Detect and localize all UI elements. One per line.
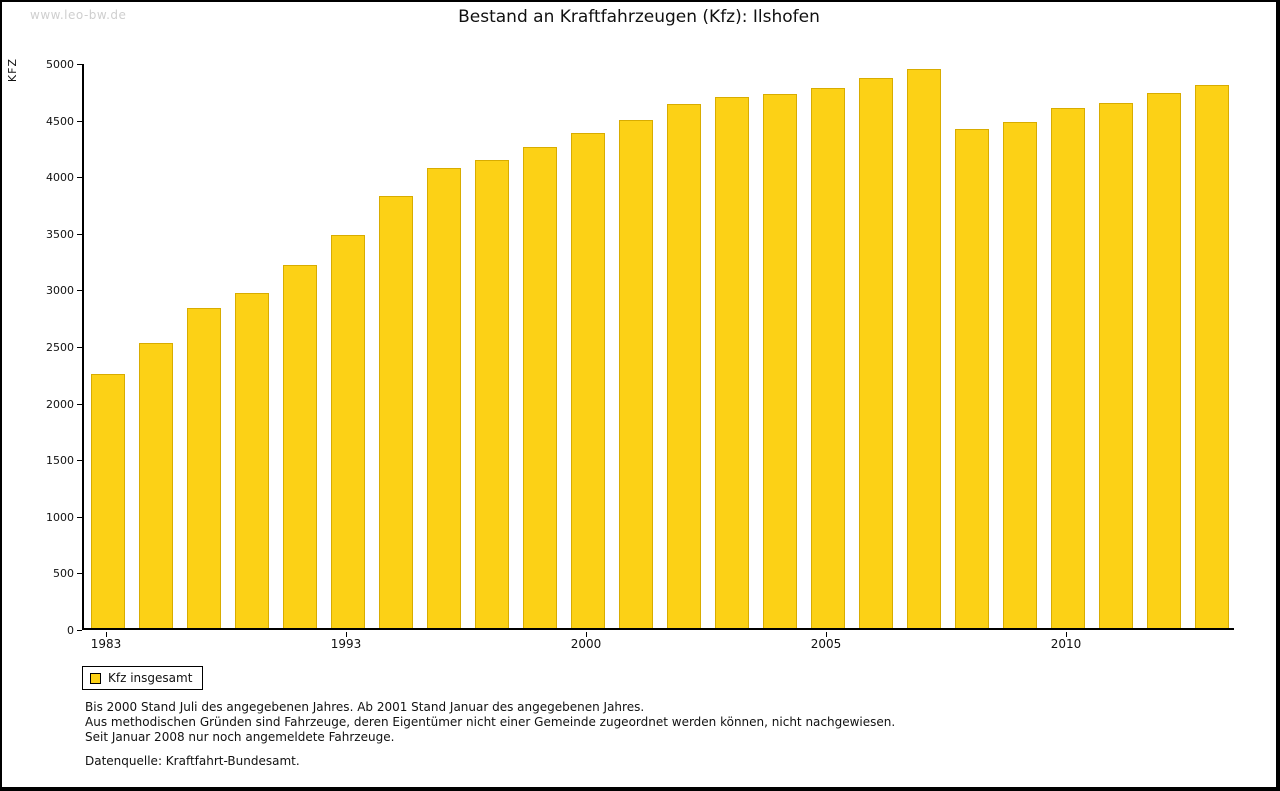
bar bbox=[523, 147, 557, 628]
y-axis-tick-mark bbox=[77, 177, 82, 178]
plot-area bbox=[82, 64, 1234, 630]
chart-title: Bestand an Kraftfahrzeugen (Kfz): Ilshof… bbox=[458, 7, 820, 27]
y-axis-tick-label: 3000 bbox=[46, 284, 74, 297]
y-axis-tick-mark bbox=[77, 460, 82, 461]
y-axis-tick-label: 1000 bbox=[46, 511, 74, 524]
x-axis-tick-label: 1993 bbox=[330, 637, 362, 651]
bar bbox=[187, 308, 221, 628]
y-axis-tick-label: 4000 bbox=[46, 171, 74, 184]
y-axis-tick-label: 500 bbox=[53, 567, 74, 580]
x-axis-tick-mark bbox=[586, 632, 587, 637]
bar bbox=[1003, 122, 1037, 628]
bar bbox=[1147, 93, 1181, 628]
y-axis-tick-label: 3500 bbox=[46, 228, 74, 241]
x-axis-tick-label: 2010 bbox=[1050, 637, 1082, 651]
footnote-line: Bis 2000 Stand Juli des angegebenen Jahr… bbox=[85, 700, 645, 714]
y-axis-tick-label: 1500 bbox=[46, 454, 74, 467]
bar bbox=[91, 374, 125, 628]
bar bbox=[667, 104, 701, 628]
x-axis-tick-label: 2005 bbox=[810, 637, 842, 651]
bar bbox=[331, 235, 365, 628]
x-axis-tick-label: 2000 bbox=[570, 637, 602, 651]
y-axis-tick-mark bbox=[77, 404, 82, 405]
bar bbox=[235, 293, 269, 628]
y-axis-tick-mark bbox=[77, 517, 82, 518]
y-axis-tick-mark bbox=[77, 630, 82, 631]
watermark: www.leo-bw.de bbox=[30, 8, 127, 22]
bar bbox=[859, 78, 893, 628]
bar bbox=[1195, 85, 1229, 628]
x-axis-tick-mark bbox=[346, 632, 347, 637]
bar bbox=[427, 168, 461, 628]
y-axis-tick-mark bbox=[77, 121, 82, 122]
bar bbox=[379, 196, 413, 628]
footnote-line: Aus methodischen Gründen sind Fahrzeuge,… bbox=[85, 715, 896, 729]
y-axis-tick-label: 0 bbox=[67, 624, 74, 637]
x-axis-tick-mark bbox=[1066, 632, 1067, 637]
y-axis-tick-mark bbox=[77, 64, 82, 65]
bar bbox=[1051, 108, 1085, 628]
y-axis-tick-mark bbox=[77, 234, 82, 235]
bar bbox=[571, 133, 605, 628]
y-axis-tick-label: 4500 bbox=[46, 115, 74, 128]
bar bbox=[763, 94, 797, 628]
bar bbox=[139, 343, 173, 628]
legend: Kfz insgesamt bbox=[82, 666, 204, 690]
y-axis-tick-mark bbox=[77, 573, 82, 574]
bar bbox=[283, 265, 317, 628]
y-axis-tick-label: 2500 bbox=[46, 341, 74, 354]
footnotes: Bis 2000 Stand Juli des angegebenen Jahr… bbox=[85, 700, 895, 769]
bar bbox=[955, 129, 989, 628]
x-axis-tick-label: 1983 bbox=[90, 637, 122, 651]
y-axis-tick-mark bbox=[77, 347, 82, 348]
bar bbox=[475, 160, 509, 628]
y-axis-tick-label: 2000 bbox=[46, 398, 74, 411]
y-axis-title: KFZ bbox=[6, 58, 19, 83]
data-source: Datenquelle: Kraftfahrt-Bundesamt. bbox=[85, 754, 300, 768]
bar bbox=[1099, 103, 1133, 628]
footnote-line: Seit Januar 2008 nur noch angemeldete Fa… bbox=[85, 730, 395, 744]
y-axis-tick-mark bbox=[77, 290, 82, 291]
bar bbox=[907, 69, 941, 628]
x-axis-tick-mark bbox=[826, 632, 827, 637]
x-axis-tick-mark bbox=[106, 632, 107, 637]
legend-label: Kfz insgesamt bbox=[108, 671, 193, 685]
bar bbox=[715, 97, 749, 628]
bar bbox=[619, 120, 653, 628]
bar bbox=[811, 88, 845, 628]
y-axis-tick-label: 5000 bbox=[46, 58, 74, 71]
legend-swatch-icon bbox=[90, 672, 101, 684]
